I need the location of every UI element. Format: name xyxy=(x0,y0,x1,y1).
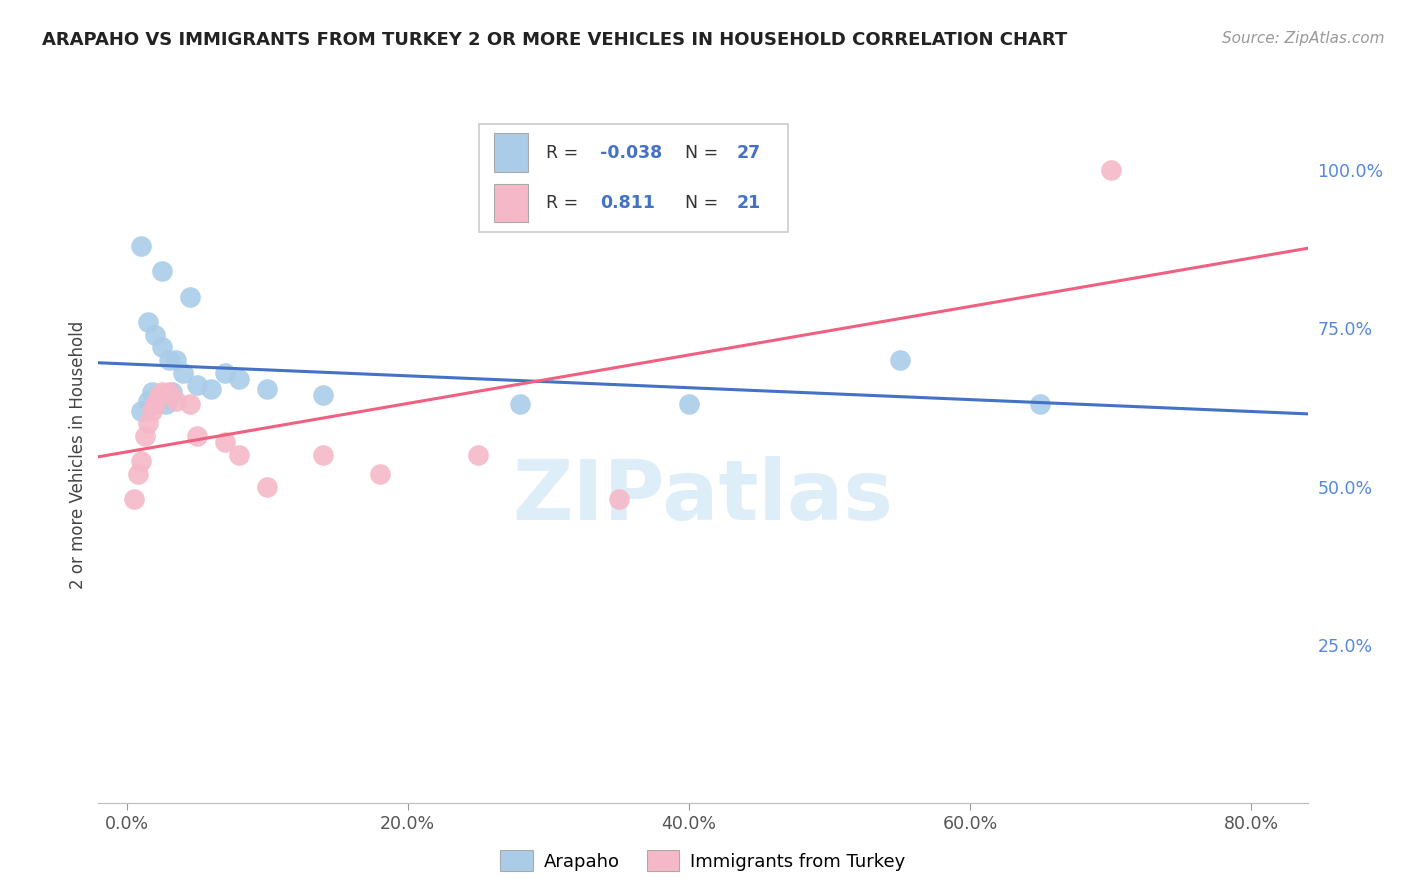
Text: 21: 21 xyxy=(737,194,761,211)
Point xyxy=(678,397,700,411)
Point xyxy=(509,397,531,411)
Point xyxy=(214,366,236,380)
Point xyxy=(467,448,489,462)
Point xyxy=(134,429,156,443)
Point xyxy=(157,384,180,399)
Text: ZIPatlas: ZIPatlas xyxy=(513,456,893,537)
FancyBboxPatch shape xyxy=(479,124,787,232)
Text: -0.038: -0.038 xyxy=(600,144,662,161)
Text: 0.811: 0.811 xyxy=(600,194,655,211)
Point xyxy=(127,467,149,481)
Text: N =: N = xyxy=(685,194,718,211)
Point xyxy=(312,448,335,462)
FancyBboxPatch shape xyxy=(494,184,527,222)
Point xyxy=(148,388,170,402)
Point xyxy=(214,435,236,450)
Point xyxy=(1099,163,1122,178)
Point xyxy=(889,353,911,368)
Point xyxy=(228,372,250,386)
Point xyxy=(200,382,222,396)
Point xyxy=(143,327,166,342)
Point xyxy=(143,397,166,411)
Point xyxy=(1029,397,1052,411)
Text: N =: N = xyxy=(685,144,718,161)
Point xyxy=(256,479,278,493)
Point xyxy=(146,391,169,405)
Point xyxy=(160,384,183,399)
Point xyxy=(150,384,173,399)
Point xyxy=(165,353,187,368)
Point xyxy=(136,315,159,329)
Point xyxy=(136,394,159,409)
Text: R =: R = xyxy=(546,144,578,161)
Point xyxy=(129,239,152,253)
Point xyxy=(228,448,250,462)
Point xyxy=(129,454,152,468)
Point xyxy=(141,384,163,399)
Point xyxy=(157,353,180,368)
FancyBboxPatch shape xyxy=(494,134,527,172)
Y-axis label: 2 or more Vehicles in Household: 2 or more Vehicles in Household xyxy=(69,321,87,589)
Point xyxy=(155,397,177,411)
Text: Source: ZipAtlas.com: Source: ZipAtlas.com xyxy=(1222,31,1385,46)
Point xyxy=(150,340,173,354)
Point xyxy=(186,378,208,392)
Point xyxy=(165,394,187,409)
Point xyxy=(141,403,163,417)
Point xyxy=(256,382,278,396)
Point xyxy=(143,397,166,411)
Point xyxy=(172,366,194,380)
Point xyxy=(312,388,335,402)
Point xyxy=(368,467,391,481)
Point xyxy=(157,391,180,405)
Point xyxy=(122,492,145,507)
Legend: Arapaho, Immigrants from Turkey: Arapaho, Immigrants from Turkey xyxy=(494,843,912,879)
Point xyxy=(179,290,201,304)
Point xyxy=(136,417,159,431)
Text: ARAPAHO VS IMMIGRANTS FROM TURKEY 2 OR MORE VEHICLES IN HOUSEHOLD CORRELATION CH: ARAPAHO VS IMMIGRANTS FROM TURKEY 2 OR M… xyxy=(42,31,1067,49)
Point xyxy=(186,429,208,443)
Text: R =: R = xyxy=(546,194,578,211)
Point xyxy=(179,397,201,411)
Point xyxy=(150,264,173,278)
Text: 27: 27 xyxy=(737,144,761,161)
Point xyxy=(607,492,630,507)
Point xyxy=(129,403,152,417)
